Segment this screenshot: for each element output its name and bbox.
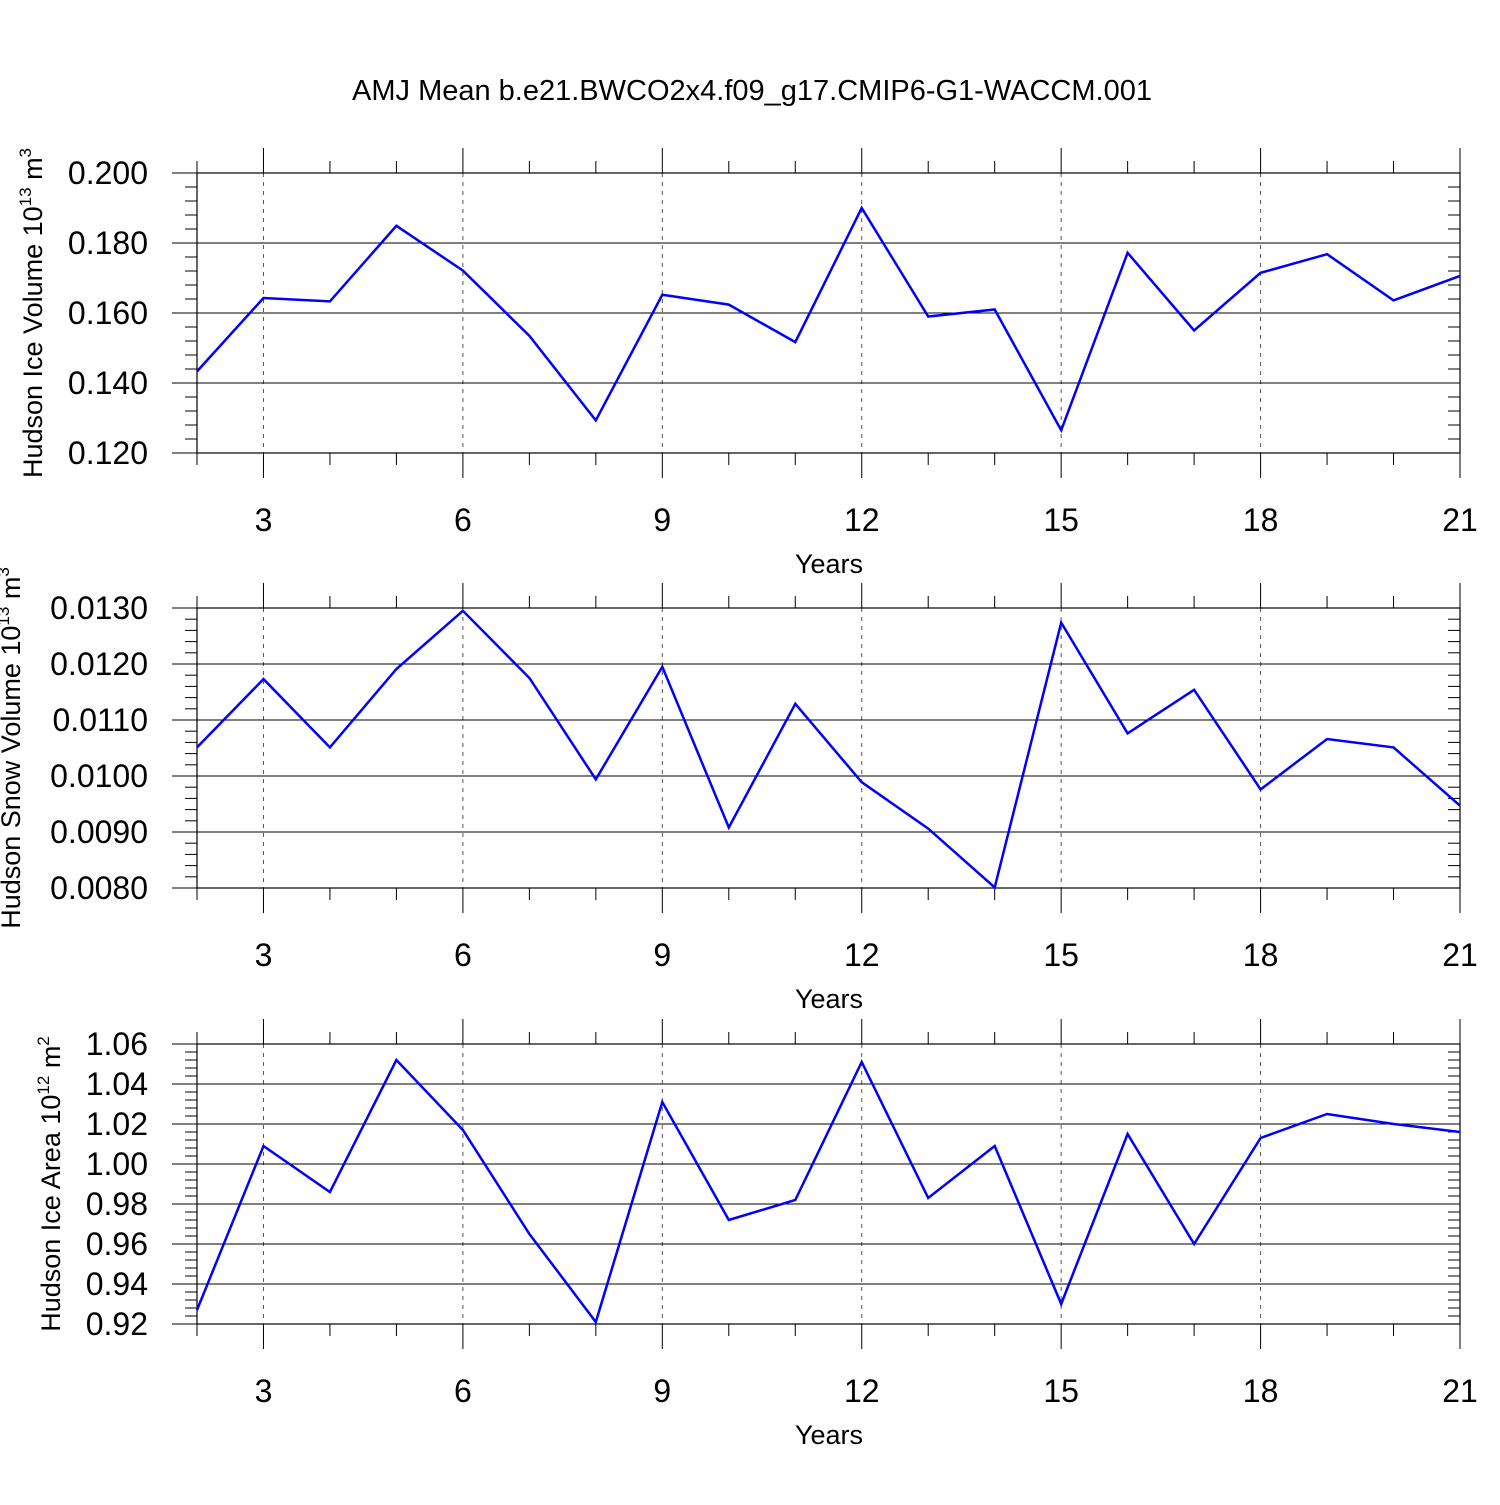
x-tick-label: 3: [255, 937, 273, 973]
x-tick-label: 6: [454, 937, 472, 973]
y-tick-label: 1.06: [86, 1026, 148, 1062]
x-tick-label: 15: [1043, 1373, 1079, 1409]
chart-panel-3: 3 6 9 12 15 18 21 Years 0.92 0.94 0.96 0.98 1.00 1.02…: [34, 1019, 1478, 1450]
y-axis-label: Hudson Snow Volume 1013 m3: [0, 567, 26, 929]
y-tick-label: 0.200: [68, 155, 148, 191]
y-tick-label: 0.98: [86, 1186, 148, 1222]
y-tick-label: 1.00: [86, 1146, 148, 1182]
y-tick-label: 1.02: [86, 1106, 148, 1142]
x-tick-label: 6: [454, 502, 472, 538]
y-tick-label: 0.140: [68, 365, 148, 401]
y-tick-label: 0.120: [68, 435, 148, 471]
chart-panel-2: 3 6 9 12 15 18 21 Years 0.0080 0.0090 0.0100 0.0110…: [0, 567, 1478, 1014]
x-axis-label: Years: [795, 984, 863, 1014]
y-tick-label: 0.0100: [50, 758, 148, 794]
x-tick-label: 18: [1243, 937, 1279, 973]
y-tick-label: 0.0110: [53, 702, 149, 738]
x-axis-label: Years: [795, 549, 863, 579]
series-line: [196, 205, 1461, 434]
x-tick-label: 18: [1243, 502, 1279, 538]
x-tick-label: 21: [1442, 502, 1478, 538]
chart-panel-1: 3 6 9 12 15 18 21 Years 0.120 0.140 0.160 0.180 0.20…: [16, 148, 1478, 579]
plot-frame: [196, 1043, 1461, 1325]
x-tick-label: 15: [1043, 502, 1079, 538]
x-tick-label: 12: [844, 937, 880, 973]
series-line: [195, 1057, 1461, 1325]
x-tick-label: 21: [1442, 937, 1478, 973]
y-tick-label: 0.96: [86, 1226, 148, 1262]
x-tick-label: 15: [1043, 937, 1079, 973]
series-line: [196, 609, 1461, 890]
y-tick-label: 0.0090: [50, 814, 148, 850]
y-tick-label: 0.92: [86, 1306, 148, 1342]
x-tick-label: 9: [653, 937, 671, 973]
y-tick-label: 0.0130: [50, 590, 148, 626]
x-tick-label: 18: [1243, 1373, 1279, 1409]
y-tick-label: 0.180: [68, 225, 148, 261]
chart-title: AMJ Mean b.e21.BWCO2x4.f09_g17.CMIP6-G1-…: [352, 75, 1152, 107]
y-tick-label: 0.0120: [50, 646, 148, 682]
x-tick-label: 3: [255, 502, 273, 538]
x-tick-label: 6: [454, 1373, 472, 1409]
y-axis-label: Hudson Ice Area 1012 m2: [34, 1036, 66, 1332]
y-axis-label: Hudson Ice Volume 1013 m3: [16, 148, 48, 478]
y-tick-label: 0.0080: [50, 870, 148, 906]
y-tick-label: 0.160: [68, 295, 148, 331]
x-tick-label: 9: [653, 1373, 671, 1409]
x-tick-label: 12: [844, 502, 880, 538]
x-tick-label: 12: [844, 1373, 880, 1409]
y-tick-label: 1.04: [86, 1066, 148, 1102]
x-tick-label: 9: [653, 502, 671, 538]
y-tick-label: 0.94: [86, 1266, 148, 1302]
x-tick-label: 3: [255, 1373, 273, 1409]
plot-frame: [196, 607, 1461, 889]
x-axis-label: Years: [795, 1420, 863, 1450]
x-tick-label: 21: [1442, 1373, 1478, 1409]
